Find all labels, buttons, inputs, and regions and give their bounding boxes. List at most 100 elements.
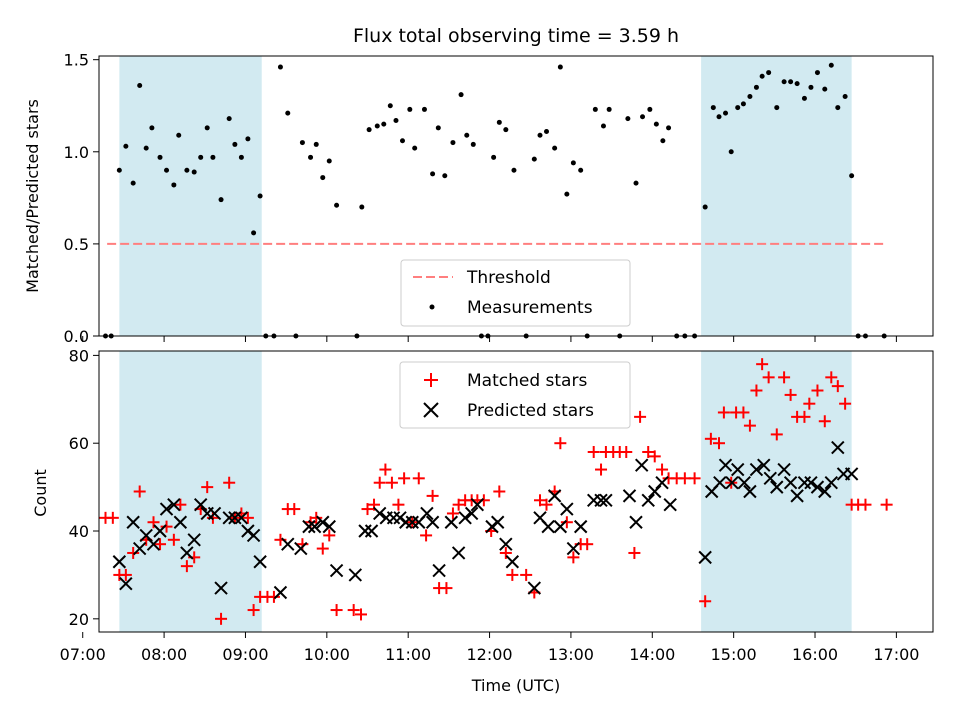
predicted-star-point (810, 480, 825, 494)
matched-star-point (642, 445, 655, 458)
measurement-point (421, 106, 427, 112)
measurement-point (198, 154, 204, 160)
predicted-star-point (281, 537, 295, 551)
measurement-point (766, 70, 772, 76)
measurement-point (412, 145, 418, 151)
matched-star-point (554, 437, 567, 450)
matched-star-point (215, 612, 228, 625)
matched-star-point (127, 546, 140, 559)
y-tick-label: 60 (69, 434, 89, 453)
predicted-star-point (432, 563, 446, 578)
measurement-point (794, 81, 800, 87)
predicted-star-point (273, 585, 288, 600)
matched-star-point (106, 511, 119, 524)
predicted-star-point (698, 550, 712, 565)
measurement-point (442, 173, 448, 179)
predicted-star-point (222, 511, 236, 525)
predicted-star-point (348, 568, 363, 582)
measurement-point (814, 70, 820, 76)
matched-star-point (756, 358, 769, 371)
predicted-star-point (399, 515, 413, 529)
shaded-region (701, 56, 852, 336)
measurement-point (801, 95, 807, 101)
matched-star-point (180, 560, 193, 573)
measurement-point (374, 123, 380, 129)
measurement-point (334, 202, 340, 208)
predicted-star-point (663, 497, 677, 512)
predicted-star-point (560, 502, 574, 516)
matched-star-point (316, 542, 329, 555)
matched-star-point (750, 384, 763, 397)
predicted-star-point (253, 555, 267, 569)
predicted-star-point (490, 515, 505, 529)
predicted-star-point (731, 462, 745, 477)
measurement-point (387, 103, 393, 109)
matched-star-point (440, 582, 453, 595)
measurement-point (808, 84, 814, 90)
top-panel: 0.0 0.5 1.0 1.5 Flux total observing time =… (23, 25, 934, 346)
predicted-star-point (228, 511, 242, 525)
measurement-point (123, 143, 129, 149)
measurement-point (849, 173, 855, 179)
predicted-star-point (386, 511, 401, 525)
matched-star-point (839, 397, 852, 410)
matched-star-point (499, 546, 512, 559)
predicted-star-point (804, 476, 818, 490)
measurement-point (788, 79, 794, 85)
measurement-point (164, 167, 170, 173)
predicted-star-point (770, 480, 784, 494)
matched-star-point (595, 463, 608, 476)
matched-legend-label: Matched stars (467, 371, 587, 391)
predicted-star-point (451, 546, 466, 560)
top-axes-frame (98, 55, 934, 337)
predicted-star-point (648, 484, 662, 499)
predicted-legend-swatch (423, 402, 439, 418)
measurement-point (503, 127, 509, 133)
x-axis-label: Time (UTC) (471, 676, 560, 695)
matched-star-point (648, 450, 661, 463)
measurement-point (842, 94, 848, 100)
predicted-star-point (444, 515, 459, 529)
predicted-star-point (119, 576, 133, 591)
measurement-point (458, 92, 464, 98)
measurement-point (320, 175, 326, 181)
predicted-star-point (464, 506, 479, 521)
x-tick-label: 17:00 (873, 645, 919, 664)
predicted-star-point (159, 502, 174, 516)
predicted-star-point (214, 581, 228, 595)
measurement-point (759, 73, 765, 79)
measurement-point (430, 171, 436, 177)
matched-star-point (587, 445, 600, 458)
shaded-region (701, 351, 852, 632)
measurement-point (366, 127, 372, 133)
measurement-point (470, 141, 476, 147)
predicted-star-point (622, 489, 637, 503)
measurement-point (640, 114, 646, 120)
predicted-star-point (302, 519, 316, 534)
matched-star-point (620, 445, 633, 458)
predicted-star-point (329, 563, 344, 578)
predicted-star-point (425, 515, 440, 529)
matched-star-point (154, 538, 167, 551)
predicted-star-point (777, 462, 791, 477)
matched-star-point (859, 498, 872, 511)
x-tick-label: 14:00 (629, 645, 675, 664)
matched-star-point (831, 380, 844, 393)
predicted-star-point (831, 440, 845, 455)
y-tick-label: 80 (69, 346, 89, 365)
predicted-star-point (234, 511, 249, 525)
matched-star-point (803, 397, 816, 410)
predicted-star-point (713, 476, 727, 490)
matched-star-point (880, 498, 893, 511)
bottom-y-axis-label: Count (31, 469, 50, 517)
measurement-point (728, 149, 734, 155)
x-tick-label: 13:00 (548, 645, 594, 664)
predicted-star-point (757, 458, 771, 472)
measurement-point (592, 106, 598, 112)
predicted-star-point (207, 506, 222, 521)
measurement-point (828, 62, 834, 68)
measurement-point (774, 105, 780, 111)
bottom-panel: 20 40 60 80 07:00 08:00 09:00 10:00 11:00 12:00 13… (31, 346, 934, 695)
top-legend: Threshold Measurements (400, 259, 631, 327)
measurements-legend-label: Measurements (467, 298, 593, 318)
